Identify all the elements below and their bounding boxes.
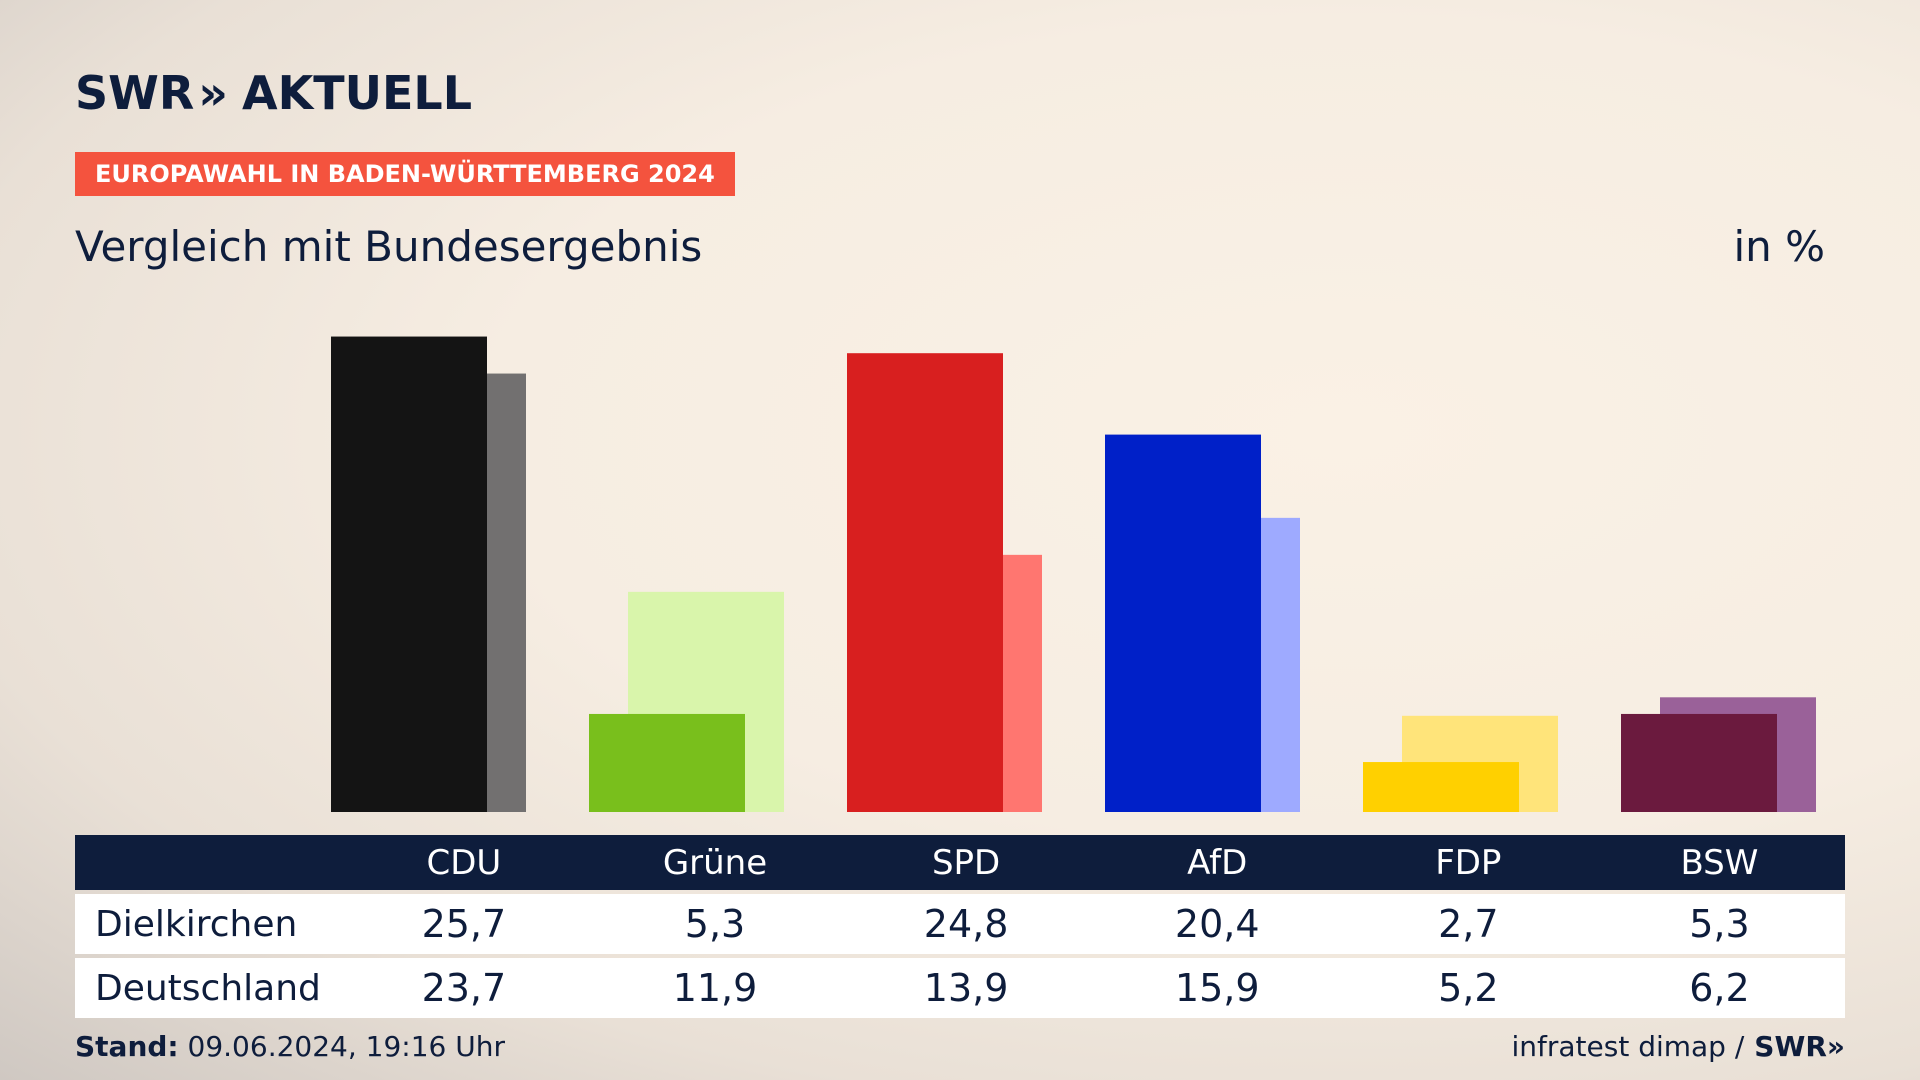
- bar-dielkirchen-fdp: [1363, 762, 1519, 812]
- logo-swr: SWR: [75, 66, 195, 120]
- election-tag: EUROPAWAHL IN BADEN-WÜRTTEMBERG 2024: [75, 152, 735, 196]
- source-text: infratest dimap /: [1511, 1030, 1745, 1063]
- column-header-grüne: Grüne: [662, 842, 768, 883]
- table-header-row: CDU Grüne SPD AfD FDP BSW: [75, 835, 1845, 890]
- value-cell-fdp: 5,2: [1438, 966, 1499, 1010]
- value-cell-spd: 13,9: [923, 966, 1009, 1010]
- bar-dielkirchen-spd: [847, 353, 1003, 812]
- timestamp: Stand: 09.06.2024, 19:16 Uhr: [75, 1030, 505, 1063]
- stand-value: 09.06.2024, 19:16 Uhr: [187, 1030, 505, 1063]
- column-header-spd: SPD: [931, 842, 1001, 883]
- unit-label: in %: [1733, 222, 1825, 271]
- row-label: Dielkirchen: [95, 903, 298, 945]
- footer-swr-logo: SWR»: [1754, 1030, 1845, 1063]
- value-cell-bsw: 5,3: [1689, 902, 1750, 946]
- column-header-bsw: BSW: [1680, 842, 1759, 883]
- results-table: CDU Grüne SPD AfD FDP BSW Dielkirchen 25,7 5,3…: [75, 835, 1845, 1018]
- column-header-afd: AfD: [1187, 842, 1248, 883]
- logo-chevron-icon: »: [198, 66, 229, 120]
- value-cell-afd: 20,4: [1174, 902, 1260, 946]
- stand-label: Stand:: [75, 1030, 179, 1063]
- bar-dielkirchen-afd: [1105, 434, 1261, 812]
- column-header-fdp: FDP: [1435, 842, 1502, 883]
- value-cell-cdu: 23,7: [421, 966, 507, 1010]
- value-cell-grüne: 11,9: [672, 966, 758, 1010]
- table-row-dielkirchen: Dielkirchen 25,7 5,3 24,8 20,4 2,7 5,3: [75, 894, 1845, 954]
- value-cell-fdp: 2,7: [1438, 902, 1499, 946]
- value-cell-spd: 24,8: [923, 902, 1009, 946]
- value-cell-afd: 15,9: [1174, 966, 1260, 1010]
- swr-aktuell-logo: SWR » AKTUELL: [75, 66, 473, 120]
- value-cell-bsw: 6,2: [1689, 966, 1750, 1010]
- value-cell-grüne: 5,3: [684, 902, 746, 946]
- logo-aktuell: AKTUELL: [242, 66, 473, 120]
- bar-dielkirchen-bsw: [1621, 713, 1777, 812]
- row-label: Deutschland: [95, 967, 321, 1009]
- bar-dielkirchen-cdu: [331, 336, 487, 812]
- value-cell-cdu: 25,7: [421, 902, 507, 946]
- bar-dielkirchen-grüne: [589, 713, 745, 812]
- chart-subtitle: Vergleich mit Bundesergebnis: [75, 222, 703, 271]
- table-row-deutschland: Deutschland 23,7 11,9 13,9 15,9 5,2 6,2: [75, 958, 1845, 1018]
- column-header-cdu: CDU: [426, 842, 502, 883]
- source-credit: infratest dimap / SWR»: [1511, 1030, 1845, 1063]
